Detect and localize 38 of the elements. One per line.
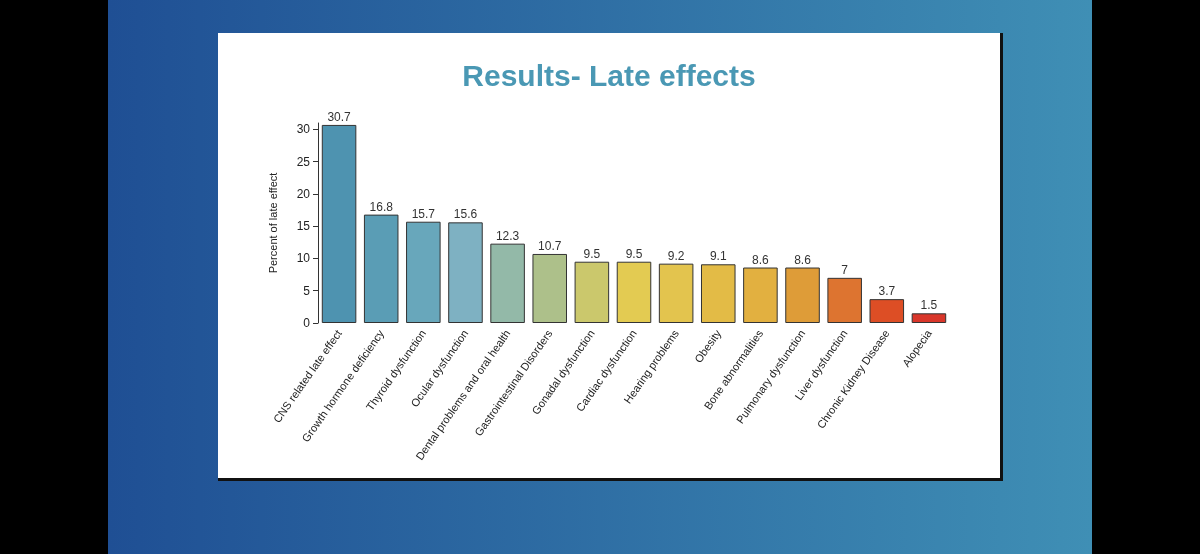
bar (616, 261, 652, 323)
data-label: 15.6 (453, 207, 478, 222)
bar (448, 222, 483, 323)
y-axis-title: Percent of late effect (266, 172, 279, 274)
chart-title: Results- Late effects (461, 59, 757, 93)
data-label: 10.7 (538, 238, 562, 253)
bar (406, 221, 441, 323)
bar (700, 264, 736, 323)
bar (574, 261, 610, 323)
bar (658, 263, 694, 323)
y-tick-label: 20 (296, 186, 311, 201)
y-tick-label: 25 (296, 154, 311, 169)
y-tick-label: 15 (296, 219, 311, 234)
y-tick-label: 30 (296, 122, 311, 137)
data-label: 9.2 (667, 248, 685, 263)
bar (785, 267, 820, 323)
data-label: 8.6 (794, 252, 812, 267)
data-label: 8.6 (752, 252, 770, 267)
data-label: 9.1 (709, 249, 727, 264)
y-tick-label: 5 (303, 283, 311, 298)
data-label: 12.3 (495, 228, 520, 243)
data-label: 9.5 (583, 246, 601, 261)
data-label: 9.5 (625, 246, 643, 261)
bar (363, 214, 399, 323)
data-label: 30.7 (327, 109, 352, 124)
bar (869, 299, 905, 323)
data-label: 16.8 (369, 199, 394, 214)
bar (911, 313, 947, 323)
bar (532, 253, 568, 323)
bar (490, 243, 525, 323)
y-tick-label: 10 (296, 251, 311, 266)
bar (743, 267, 778, 323)
bar (827, 277, 862, 323)
data-label: 15.7 (411, 206, 436, 221)
y-tick-label: 0 (303, 316, 311, 330)
data-label: 1.5 (920, 298, 938, 313)
data-label: 3.7 (878, 284, 896, 299)
data-label: 7 (841, 262, 849, 277)
